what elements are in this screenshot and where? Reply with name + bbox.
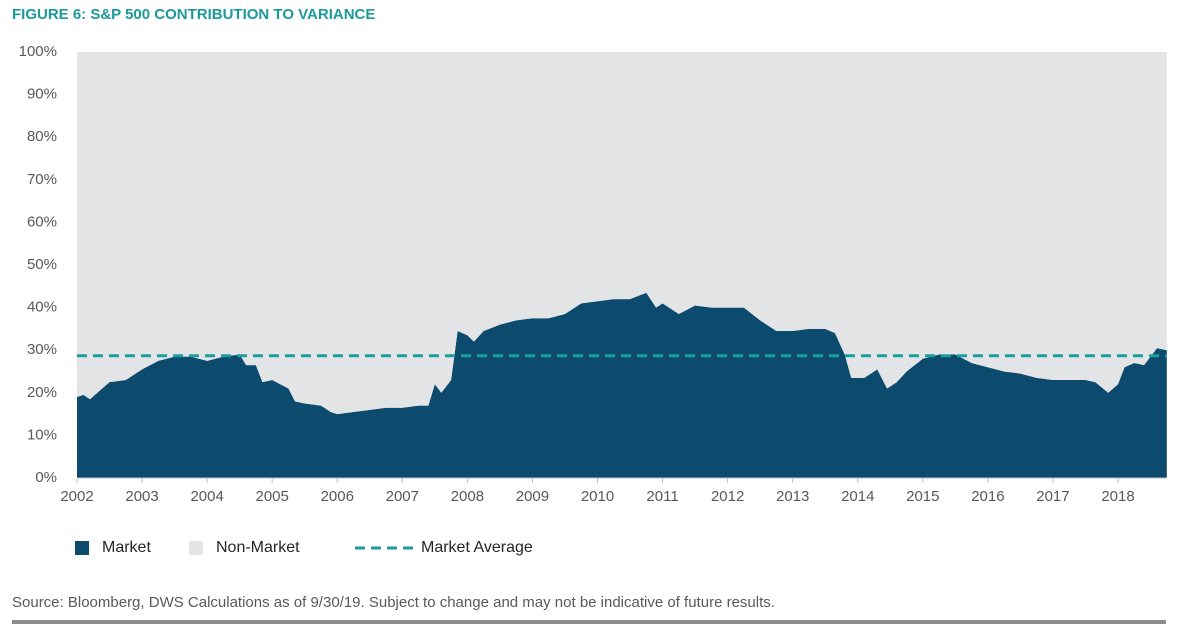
y-tick-label: 50% (27, 256, 57, 273)
y-tick-label: 40% (27, 299, 57, 316)
source-note: Source: Bloomberg, DWS Calculations as o… (12, 594, 775, 611)
y-tick-label: 20% (27, 384, 57, 401)
y-tick-label: 70% (27, 171, 57, 188)
legend-swatch (75, 541, 89, 555)
x-tick-label: 2011 (646, 488, 678, 505)
x-tick-label: 2010 (581, 488, 614, 505)
y-tick-label: 80% (27, 128, 57, 145)
x-tick-label: 2007 (386, 488, 419, 505)
plot-area: 0% 10% 20% 30% 40% 50% 60% 70% 80% 90% 100% 2002 200… (19, 43, 1167, 505)
area-0 (77, 292, 1167, 478)
x-tick-label: 2015 (906, 488, 939, 505)
x-tick-label: 2006 (321, 488, 354, 505)
legend-swatch (189, 541, 203, 555)
x-tick-label: 2008 (451, 488, 484, 505)
x-tick-label: 2017 (1036, 488, 1069, 505)
chart-title: FIGURE 6: S&P 500 CONTRIBUTION TO VARIAN… (12, 6, 375, 23)
x-tick-label: 2003 (125, 488, 158, 505)
x-tick-label: 2016 (971, 488, 1004, 505)
y-tick-label: 0% (35, 469, 57, 486)
y-tick-label: 30% (27, 341, 57, 358)
x-tick-label: 2012 (711, 488, 744, 505)
y-tick-label: 90% (27, 86, 57, 103)
y-tick-label: 100% (19, 43, 57, 60)
x-tick-label: 2013 (776, 488, 809, 505)
y-tick-label: 60% (27, 213, 57, 230)
x-tick-label: 2009 (516, 488, 549, 505)
x-tick-label: 2002 (60, 488, 93, 505)
x-tick-label: 2005 (256, 488, 289, 505)
area-1 (77, 52, 1167, 415)
x-tick-label: 2004 (190, 488, 223, 505)
legend-label: Non-Market (216, 539, 300, 556)
legend-label: Market (102, 539, 151, 556)
x-tick-label: 2018 (1101, 488, 1134, 505)
x-tick-label: 2014 (841, 488, 874, 505)
y-tick-label: 10% (27, 426, 57, 443)
legend-label: Market Average (421, 539, 533, 556)
